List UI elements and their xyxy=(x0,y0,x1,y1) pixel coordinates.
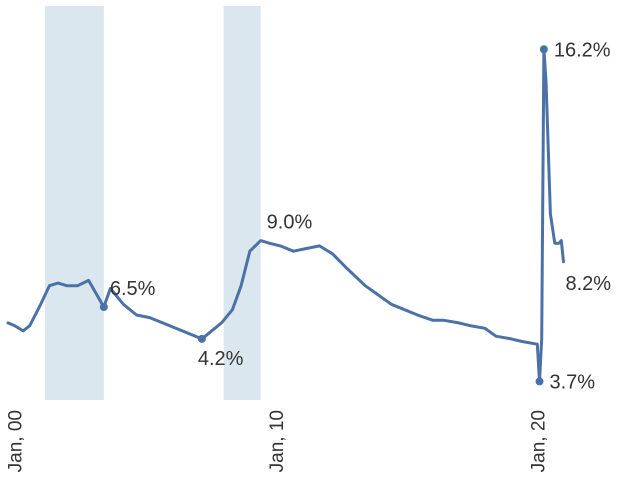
series-line-1 xyxy=(6,47,565,383)
annotation-label-3: 9.0% xyxy=(267,212,313,234)
annotation-label-1: 6.5% xyxy=(110,278,156,300)
series-layer xyxy=(6,47,565,383)
x-tick-label-3: Jan, 20 xyxy=(528,410,549,472)
annotation-label-5: 3.7% xyxy=(550,371,596,393)
annotation-marker-5 xyxy=(535,377,544,386)
x-tick-label-2: Jan, 10 xyxy=(267,410,288,472)
recession-bands xyxy=(45,6,261,400)
annotation-marker-2 xyxy=(197,334,206,343)
annotation-labels: 6.5% 4.2% 9.0% 16.2% 3.7% 8.2% xyxy=(110,39,611,393)
recession-band-1 xyxy=(45,6,104,400)
annotation-label-4: 16.2% xyxy=(554,39,611,61)
x-axis-ticks: Jan, 00 Jan, 10 Jan, 20 xyxy=(6,410,550,472)
x-tick-label-1: Jan, 00 xyxy=(6,410,27,472)
annotation-marker-4 xyxy=(539,45,548,54)
annotation-label-6: 8.2% xyxy=(565,273,611,295)
annotation-marker-1 xyxy=(99,303,108,311)
annotation-label-2: 4.2% xyxy=(198,348,244,370)
annotation-markers xyxy=(99,45,548,386)
recession-band-2 xyxy=(223,6,261,400)
